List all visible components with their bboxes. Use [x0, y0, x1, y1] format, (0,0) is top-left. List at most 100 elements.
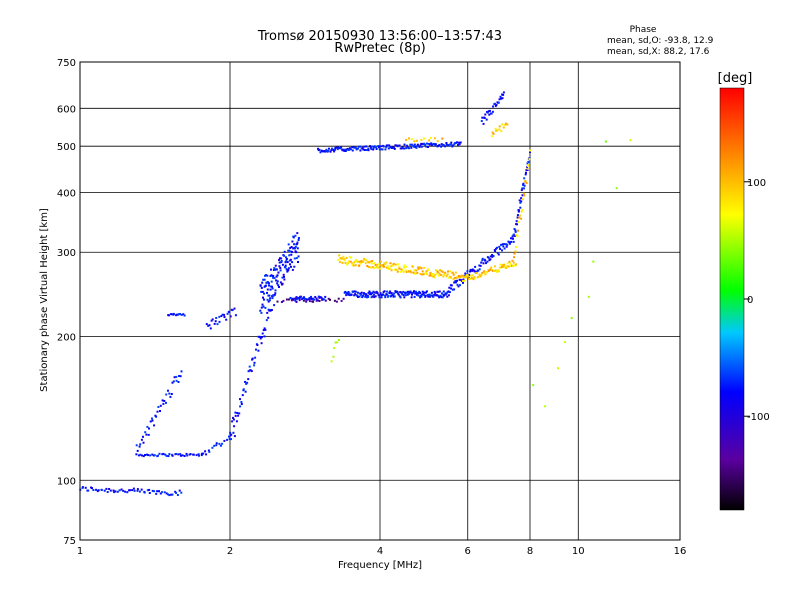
data-point [105, 487, 108, 490]
data-point [408, 270, 410, 273]
data-point [274, 264, 277, 267]
y-tick-label: 300 [57, 248, 76, 259]
data-point [268, 284, 270, 287]
data-point [433, 276, 436, 279]
data-point [362, 294, 365, 297]
data-point [411, 293, 413, 296]
data-point [423, 266, 426, 269]
data-point [454, 276, 457, 279]
data-point [275, 268, 278, 271]
data-point [293, 247, 296, 250]
data-point [270, 268, 272, 271]
data-point [487, 269, 490, 272]
data-point [418, 290, 421, 293]
data-point [272, 275, 275, 277]
data-point [428, 139, 431, 142]
data-point [458, 143, 461, 146]
data-point [170, 313, 173, 316]
data-point [473, 276, 476, 279]
data-point [398, 144, 401, 147]
data-point [405, 147, 407, 150]
data-point [334, 147, 337, 150]
data-point [358, 264, 361, 267]
data-point [230, 438, 232, 441]
data-point [520, 189, 523, 192]
data-point [352, 290, 355, 293]
data-point [501, 123, 504, 126]
colorbar [719, 87, 745, 511]
data-point [171, 454, 174, 457]
data-point [419, 273, 422, 275]
data-point [333, 347, 336, 350]
data-point [413, 290, 415, 293]
data-point [432, 142, 435, 145]
data-point [385, 261, 388, 264]
data-point [343, 259, 346, 262]
data-point [290, 265, 292, 268]
data-point [401, 269, 404, 272]
data-point [422, 273, 425, 276]
data-point [340, 146, 343, 149]
data-point [291, 261, 294, 264]
data-point [367, 266, 370, 268]
data-point [324, 299, 327, 302]
data-point [438, 290, 441, 293]
data-point [87, 489, 90, 492]
data-point [433, 293, 436, 296]
data-point [435, 272, 438, 275]
data-point [445, 142, 448, 144]
data-point [285, 256, 287, 259]
data-point [232, 431, 235, 434]
data-point [380, 145, 382, 148]
data-point [240, 403, 243, 405]
data-point [200, 454, 203, 457]
data-point [414, 272, 417, 275]
data-point [161, 491, 164, 494]
colorbar-tick-label: 0 [747, 295, 753, 306]
data-point [353, 290, 356, 293]
data-point [473, 277, 476, 280]
data-point [213, 322, 216, 325]
data-point [302, 297, 305, 300]
data-point [405, 265, 407, 268]
data-point [434, 273, 436, 276]
data-point [124, 490, 127, 493]
data-point [367, 291, 370, 294]
data-point [278, 265, 281, 268]
data-point [392, 293, 395, 296]
data-point [172, 312, 175, 315]
data-point [431, 294, 434, 297]
data-point [359, 149, 362, 152]
data-point [294, 245, 297, 248]
data-point [378, 263, 380, 266]
data-point [501, 264, 504, 267]
data-point [425, 291, 427, 294]
data-point [371, 260, 374, 262]
data-point [245, 382, 248, 385]
data-point [412, 291, 415, 294]
data-point [116, 490, 119, 493]
data-point [529, 149, 532, 152]
data-point [346, 148, 349, 151]
data-point [163, 491, 166, 494]
data-point [494, 127, 497, 130]
data-point [329, 298, 331, 301]
data-point [168, 453, 171, 456]
data-point [318, 148, 321, 151]
data-point [444, 271, 447, 274]
data-point [358, 145, 361, 148]
data-point [463, 279, 466, 282]
data-point [362, 260, 365, 263]
data-point [342, 148, 345, 151]
data-point [148, 427, 150, 430]
data-point [365, 293, 368, 296]
data-point [420, 145, 423, 148]
data-point [365, 145, 368, 148]
data-point [350, 256, 353, 259]
data-point [451, 288, 454, 291]
data-point [367, 149, 370, 152]
data-point [264, 328, 267, 331]
data-point [276, 300, 279, 303]
data-point [454, 271, 457, 274]
